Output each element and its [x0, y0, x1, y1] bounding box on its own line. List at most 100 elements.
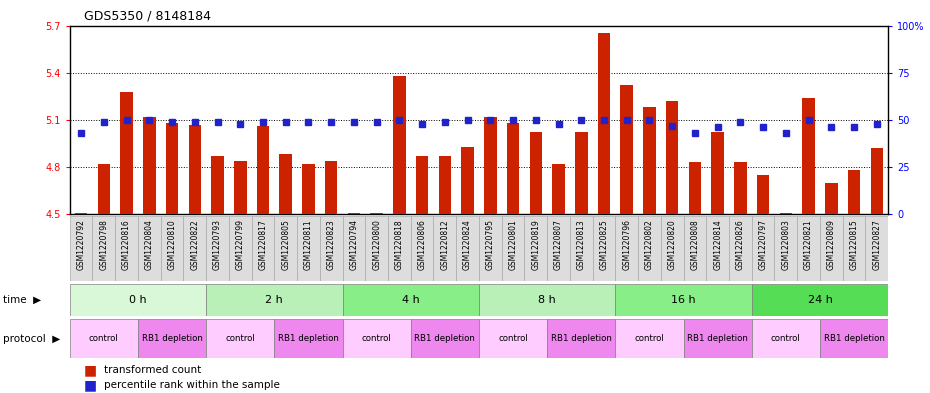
FancyBboxPatch shape	[115, 216, 138, 281]
Bar	[825, 183, 838, 214]
FancyBboxPatch shape	[138, 319, 206, 358]
Text: GSM1220826: GSM1220826	[736, 219, 745, 270]
Bar	[143, 117, 155, 214]
Bar	[120, 92, 133, 214]
Bar	[279, 154, 292, 214]
FancyBboxPatch shape	[820, 319, 888, 358]
Bar	[620, 85, 633, 214]
FancyBboxPatch shape	[616, 284, 751, 316]
Bar	[461, 147, 473, 214]
FancyBboxPatch shape	[138, 216, 161, 281]
FancyBboxPatch shape	[866, 216, 888, 281]
Text: GSM1220811: GSM1220811	[304, 219, 313, 270]
FancyBboxPatch shape	[751, 319, 820, 358]
FancyBboxPatch shape	[274, 319, 342, 358]
Text: GSM1220827: GSM1220827	[872, 219, 882, 270]
Text: GSM1220807: GSM1220807	[554, 219, 563, 270]
Text: GSM1220793: GSM1220793	[213, 219, 222, 270]
Text: GSM1220824: GSM1220824	[463, 219, 472, 270]
FancyBboxPatch shape	[616, 319, 684, 358]
Text: RB1 depletion: RB1 depletion	[551, 334, 612, 343]
FancyBboxPatch shape	[365, 216, 388, 281]
FancyBboxPatch shape	[547, 216, 570, 281]
FancyBboxPatch shape	[411, 319, 479, 358]
FancyBboxPatch shape	[457, 216, 479, 281]
Bar	[711, 132, 724, 214]
FancyBboxPatch shape	[684, 216, 706, 281]
FancyBboxPatch shape	[706, 216, 729, 281]
Bar	[666, 101, 678, 214]
FancyBboxPatch shape	[183, 216, 206, 281]
Text: RB1 depletion: RB1 depletion	[141, 334, 203, 343]
FancyBboxPatch shape	[479, 319, 547, 358]
FancyBboxPatch shape	[161, 216, 183, 281]
FancyBboxPatch shape	[411, 216, 433, 281]
FancyBboxPatch shape	[342, 216, 365, 281]
Bar	[870, 148, 883, 214]
Text: GSM1220808: GSM1220808	[690, 219, 699, 270]
Text: RB1 depletion: RB1 depletion	[824, 334, 884, 343]
Bar	[257, 126, 269, 214]
Text: control: control	[771, 334, 801, 343]
Text: GSM1220792: GSM1220792	[76, 219, 86, 270]
Bar	[803, 98, 815, 214]
FancyBboxPatch shape	[820, 216, 843, 281]
Text: GSM1220800: GSM1220800	[372, 219, 381, 270]
Text: GSM1220797: GSM1220797	[759, 219, 767, 270]
Text: GSM1220809: GSM1220809	[827, 219, 836, 270]
Text: GSM1220810: GSM1220810	[167, 219, 177, 270]
Bar	[439, 156, 451, 214]
Bar	[211, 156, 224, 214]
Text: GSM1220820: GSM1220820	[668, 219, 677, 270]
Text: GSM1220796: GSM1220796	[622, 219, 631, 270]
FancyBboxPatch shape	[206, 216, 229, 281]
FancyBboxPatch shape	[297, 216, 320, 281]
FancyBboxPatch shape	[570, 216, 592, 281]
FancyBboxPatch shape	[797, 216, 820, 281]
Text: percentile rank within the sample: percentile rank within the sample	[104, 380, 280, 390]
Bar	[302, 164, 314, 214]
Bar	[598, 33, 610, 214]
Text: control: control	[225, 334, 255, 343]
FancyBboxPatch shape	[616, 216, 638, 281]
Bar	[529, 132, 542, 214]
Bar	[757, 175, 769, 214]
FancyBboxPatch shape	[342, 284, 479, 316]
Text: GSM1220812: GSM1220812	[440, 219, 449, 270]
FancyBboxPatch shape	[274, 216, 297, 281]
Bar	[393, 76, 405, 214]
FancyBboxPatch shape	[479, 216, 501, 281]
FancyBboxPatch shape	[388, 216, 411, 281]
Bar	[507, 123, 519, 214]
Text: GSM1220813: GSM1220813	[577, 219, 586, 270]
Text: 0 h: 0 h	[129, 295, 147, 305]
Text: GSM1220794: GSM1220794	[350, 219, 358, 270]
FancyBboxPatch shape	[638, 216, 661, 281]
Bar	[734, 162, 747, 214]
FancyBboxPatch shape	[206, 284, 342, 316]
Text: GSM1220806: GSM1220806	[418, 219, 427, 270]
Text: GSM1220817: GSM1220817	[259, 219, 268, 270]
Text: RB1 depletion: RB1 depletion	[278, 334, 339, 343]
Text: GSM1220814: GSM1220814	[713, 219, 723, 270]
FancyBboxPatch shape	[229, 216, 252, 281]
Text: GSM1220825: GSM1220825	[600, 219, 608, 270]
FancyBboxPatch shape	[252, 216, 274, 281]
Text: control: control	[634, 334, 664, 343]
Text: 24 h: 24 h	[807, 295, 832, 305]
FancyBboxPatch shape	[206, 319, 274, 358]
Text: GSM1220801: GSM1220801	[509, 219, 518, 270]
Bar	[348, 213, 360, 214]
FancyBboxPatch shape	[592, 216, 616, 281]
Bar	[779, 213, 792, 214]
Text: ■: ■	[84, 363, 97, 377]
Text: control: control	[498, 334, 528, 343]
Text: GSM1220805: GSM1220805	[281, 219, 290, 270]
Bar	[98, 164, 110, 214]
FancyBboxPatch shape	[70, 284, 206, 316]
FancyBboxPatch shape	[479, 284, 616, 316]
Text: GSM1220821: GSM1220821	[804, 219, 813, 270]
Text: control: control	[89, 334, 119, 343]
Text: GSM1220818: GSM1220818	[395, 219, 404, 270]
Text: RB1 depletion: RB1 depletion	[415, 334, 475, 343]
